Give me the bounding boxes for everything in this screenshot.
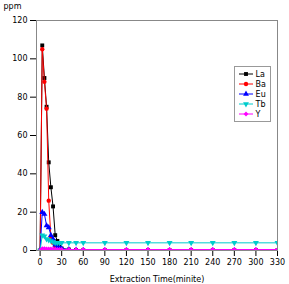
svg-text:30: 30 — [57, 258, 67, 267]
html-text:Y: Y — [255, 109, 261, 119]
svg-text:330: 330 — [270, 258, 285, 267]
html-text:Eu: Eu — [255, 89, 266, 99]
svg-text:0: 0 — [38, 258, 43, 267]
svg-text:120: 120 — [12, 16, 27, 25]
svg-text:Extraction Time(minite): Extraction Time(minite) — [110, 275, 205, 284]
svg-text:20: 20 — [17, 208, 27, 217]
html-text:Ba: Ba — [255, 79, 266, 89]
svg-text:240: 240 — [205, 258, 220, 267]
svg-text:100: 100 — [12, 54, 27, 63]
svg-text:90: 90 — [100, 258, 110, 267]
html-text:Tb: Tb — [255, 99, 266, 109]
svg-text:0: 0 — [22, 246, 27, 255]
svg-text:60: 60 — [17, 131, 27, 140]
svg-text:80: 80 — [17, 93, 27, 102]
svg-text:120: 120 — [119, 258, 134, 267]
svg-text:60: 60 — [78, 258, 88, 267]
svg-text:300: 300 — [248, 258, 263, 267]
svg-text:150: 150 — [140, 258, 155, 267]
svg-text:210: 210 — [184, 258, 199, 267]
svg-text:ppm: ppm — [4, 2, 22, 11]
svg-text:270: 270 — [227, 258, 242, 267]
html-text:La: La — [255, 69, 265, 79]
svg-text:40: 40 — [17, 169, 27, 178]
svg-text:180: 180 — [162, 258, 177, 267]
